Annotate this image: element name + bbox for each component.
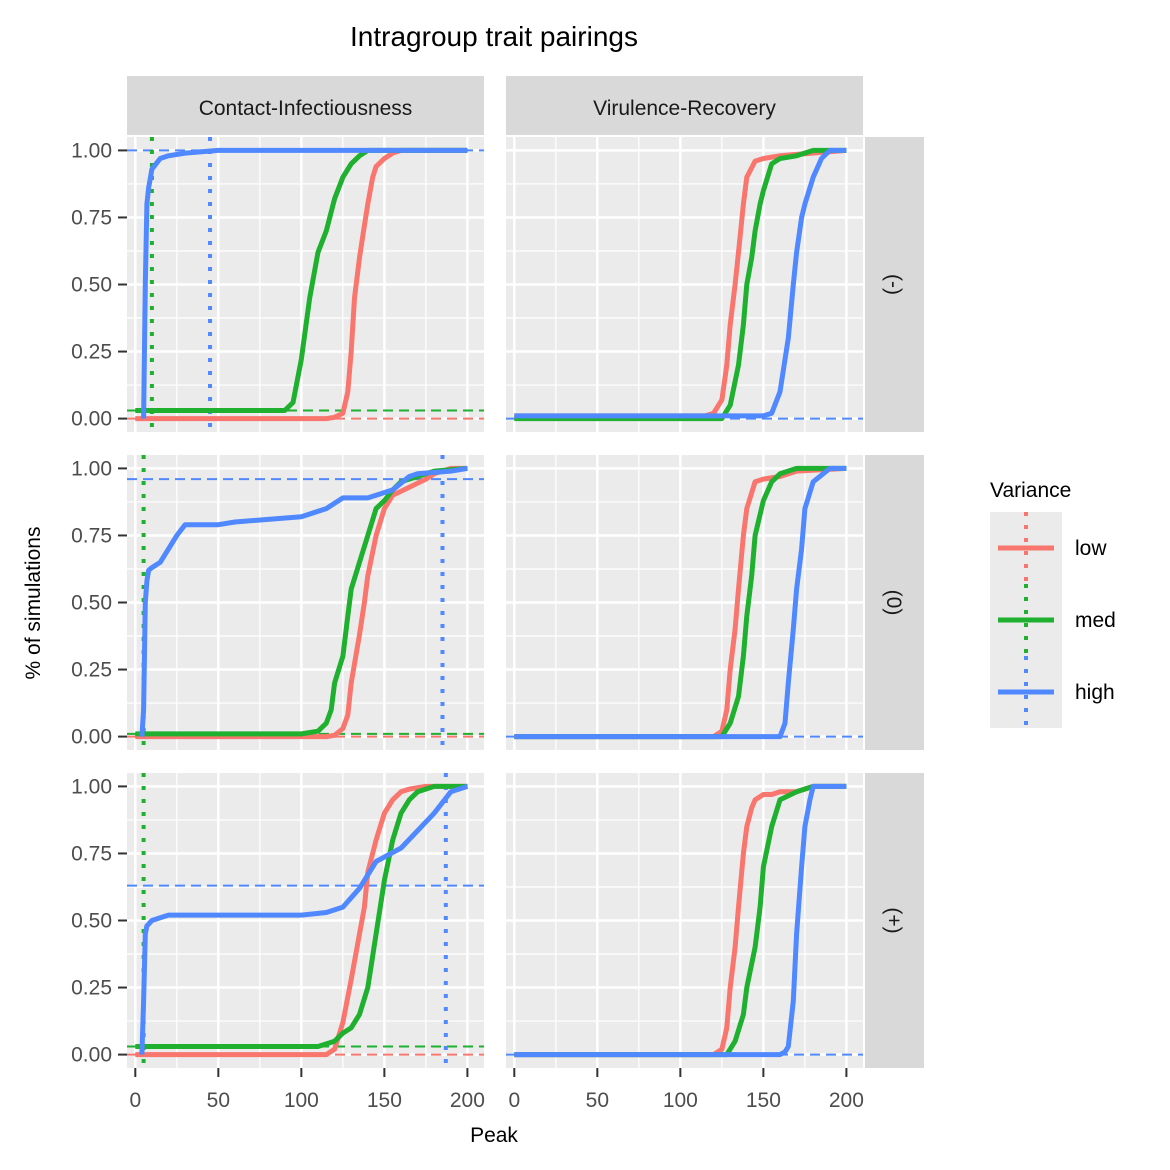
series-line-med — [514, 783, 847, 1058]
column-strip-label: Contact-Infectiousness — [199, 97, 413, 120]
y-tick-label: 0.00 — [71, 1044, 112, 1067]
y-tick-label: 0.25 — [71, 977, 112, 1000]
panel-1-1 — [127, 137, 484, 432]
x-axis-title: Peak — [470, 1124, 518, 1147]
x-tick-label: 50 — [207, 1089, 230, 1112]
panel-marks — [127, 773, 484, 1068]
panel-marks — [506, 147, 863, 422]
series-line-high — [139, 465, 468, 737]
axes: 0.00 0.25 0.50 0.75 1.00 0.00 0.25 0.50 0.75 1.00… — [71, 139, 864, 1112]
legend-item-high: high — [990, 656, 1115, 728]
series-line-med — [135, 783, 468, 1049]
x-tick-label: 150 — [367, 1089, 402, 1112]
y-tick-label: 0.75 — [71, 842, 112, 865]
legend: Variance low med high — [990, 479, 1116, 728]
legend-item-med: med — [990, 584, 1116, 656]
x-tick-label: 0 — [129, 1089, 141, 1112]
panel-3-2 — [506, 773, 863, 1068]
legend-label: med — [1075, 609, 1116, 632]
legend-label: high — [1075, 681, 1115, 704]
y-tick-label: 0.75 — [71, 206, 112, 229]
facet-strips: Contact-Infectiousness Virulence-Recovery… — [127, 76, 924, 1068]
legend-label: low — [1075, 537, 1107, 560]
x-tick-label: 100 — [663, 1089, 698, 1112]
y-tick-label: 1.00 — [71, 775, 112, 798]
chart-title: Intragroup trait pairings — [350, 21, 638, 52]
x-tick-label: 200 — [829, 1089, 864, 1112]
panel-1-2 — [506, 137, 863, 432]
y-tick-label: 0.00 — [71, 408, 112, 431]
x-tick-label: 150 — [746, 1089, 781, 1112]
series-line-high — [141, 147, 468, 419]
x-tick-label: 100 — [284, 1089, 319, 1112]
series-line-high — [139, 784, 469, 1055]
row-strip-label: (+) — [882, 907, 905, 933]
y-axis-title: % of simulations — [22, 527, 45, 680]
column-strip — [127, 76, 484, 135]
facet-panels — [127, 137, 863, 1068]
series-line-med — [514, 147, 847, 422]
panel-3-1 — [127, 773, 484, 1068]
y-tick-label: 0.25 — [71, 341, 112, 364]
legend-title: Variance — [990, 479, 1071, 502]
panel-marks — [506, 465, 863, 740]
row-strip — [865, 137, 924, 432]
panel-2-2 — [506, 455, 863, 750]
series-line-high — [514, 783, 847, 1058]
panel-2-1 — [127, 455, 484, 750]
series-line-high — [514, 147, 847, 419]
series-line-low — [514, 783, 847, 1058]
y-tick-label: 1.00 — [71, 457, 112, 480]
series-line-high — [514, 465, 847, 740]
panel-marks — [127, 455, 484, 750]
series-line-low — [135, 465, 468, 740]
y-tick-label: 1.00 — [71, 139, 112, 162]
row-strip-label: (-) — [882, 274, 905, 295]
y-tick-label: 0.25 — [71, 659, 112, 682]
y-tick-label: 0.75 — [71, 524, 112, 547]
y-tick-label: 0.50 — [71, 910, 112, 933]
x-tick-label: 200 — [450, 1089, 485, 1112]
y-tick-label: 0.00 — [71, 726, 112, 749]
legend-item-low: low — [990, 512, 1107, 584]
row-strip — [865, 455, 924, 750]
y-tick-label: 0.50 — [71, 274, 112, 297]
series-line-low — [514, 147, 847, 419]
x-tick-label: 50 — [586, 1089, 609, 1112]
y-tick-label: 0.50 — [71, 592, 112, 615]
row-strip-label: (0) — [882, 590, 905, 616]
panel-marks — [127, 137, 484, 432]
x-tick-label: 0 — [508, 1089, 520, 1112]
series-line-low — [135, 147, 468, 422]
row-strip — [865, 773, 924, 1068]
column-strip-label: Virulence-Recovery — [593, 97, 776, 120]
column-strip — [506, 76, 863, 135]
series-line-med — [514, 465, 847, 740]
panel-marks — [506, 783, 863, 1058]
